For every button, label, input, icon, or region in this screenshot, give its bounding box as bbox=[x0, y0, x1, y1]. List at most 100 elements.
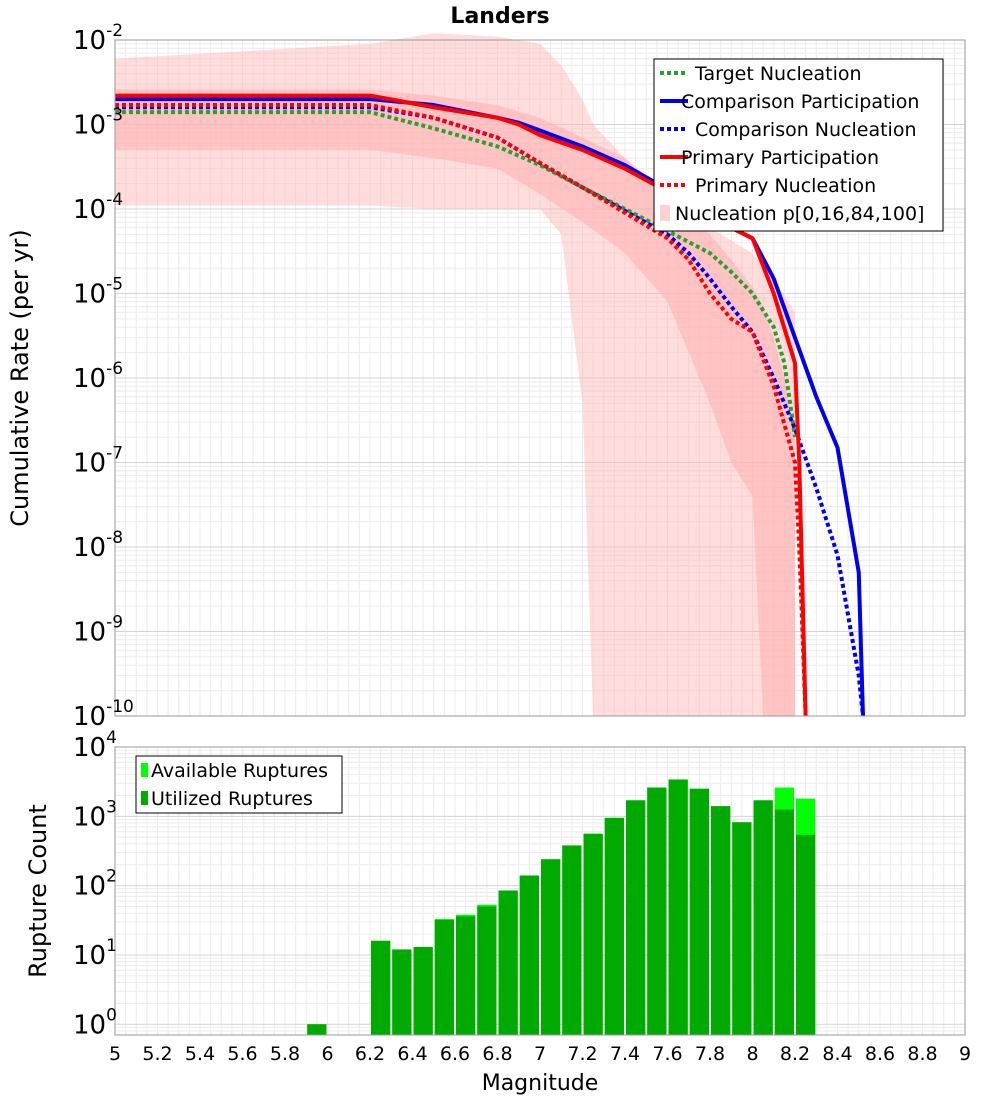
top-y-tick-exponent: -10 bbox=[106, 697, 134, 717]
utilized-bar bbox=[583, 833, 603, 1035]
utilized-bar bbox=[689, 788, 709, 1035]
top-y-tick-labels: 10-210-310-410-510-610-710-810-910-10 bbox=[73, 21, 134, 732]
top-y-tick-exponent: -5 bbox=[106, 275, 123, 295]
bottom-y-tick-label: 100 bbox=[73, 1005, 117, 1040]
top-legend: Target Nucleation Comparison Participatio… bbox=[653, 58, 944, 232]
bottom-legend-swatch-0 bbox=[141, 763, 148, 777]
top-plot-frame bbox=[114, 39, 966, 717]
nucleation-band-inner bbox=[115, 89, 795, 716]
x-tick-label: 5.8 bbox=[270, 1043, 300, 1065]
bottom-legend-swatch-1 bbox=[141, 791, 148, 805]
bottom-y-tick-label: 101 bbox=[73, 936, 117, 971]
x-tick-label: 6 bbox=[321, 1043, 333, 1065]
bottom-y-tick-exponent: 0 bbox=[106, 1005, 117, 1025]
x-tick-label: 9 bbox=[959, 1043, 971, 1065]
bottom-y-tick-exponent: 1 bbox=[106, 936, 117, 956]
bottom-legend-box bbox=[135, 755, 343, 814]
legend-band-label: Nucleation p[0,16,84,100] bbox=[675, 203, 924, 225]
series-line-0 bbox=[115, 110, 797, 438]
top-y-axis-label: Cumulative Rate (per yr) bbox=[6, 229, 34, 527]
legend-band-swatch bbox=[660, 205, 670, 221]
x-tick-label: 5.6 bbox=[227, 1043, 257, 1065]
utilized-bar bbox=[413, 947, 433, 1035]
bottom-y-tick-exponent: 2 bbox=[106, 867, 117, 887]
bottom-legend-label-1: Utilized Ruptures bbox=[151, 788, 313, 810]
rate-series-lines bbox=[115, 93, 865, 717]
x-tick-label: 6.8 bbox=[482, 1043, 512, 1065]
utilized-bar bbox=[392, 949, 412, 1035]
top-legend-box bbox=[653, 58, 944, 232]
x-tick-label: 8.4 bbox=[822, 1043, 852, 1065]
series-line-2 bbox=[115, 105, 865, 717]
series-line-4 bbox=[115, 103, 808, 717]
bottom-y-tick-exponent: 3 bbox=[106, 797, 117, 817]
x-tick-label: 7.4 bbox=[610, 1043, 640, 1065]
utilized-bar bbox=[774, 809, 794, 1035]
bottom-legend: Available Ruptures Utilized Ruptures bbox=[135, 755, 343, 814]
x-tick-label: 6.4 bbox=[397, 1043, 427, 1065]
rupture-bars bbox=[307, 779, 816, 1035]
legend-label-4: Primary Nucleation bbox=[695, 175, 876, 197]
x-tick-label: 8 bbox=[746, 1043, 758, 1065]
utilized-bar bbox=[647, 787, 667, 1035]
top-y-tick-exponent: -3 bbox=[106, 106, 123, 126]
x-tick-label: 8.8 bbox=[907, 1043, 937, 1065]
utilized-bar bbox=[753, 800, 773, 1035]
bottom-plot-frame bbox=[114, 746, 966, 1036]
utilized-bar bbox=[711, 806, 731, 1035]
top-y-tick-exponent: -6 bbox=[106, 359, 123, 379]
utilized-bar bbox=[307, 1024, 327, 1035]
nucleation-bands bbox=[115, 33, 795, 716]
utilized-bar bbox=[562, 845, 582, 1035]
top-y-tick-label: 10-4 bbox=[73, 190, 123, 225]
utilized-bar bbox=[477, 906, 497, 1035]
top-y-tick-exponent: -9 bbox=[106, 613, 123, 633]
x-tick-label: 6.2 bbox=[355, 1043, 385, 1065]
top-y-tick-exponent: -4 bbox=[106, 190, 123, 210]
bottom-y-tick-exponent: 4 bbox=[106, 728, 117, 748]
top-y-tick-exponent: -2 bbox=[106, 21, 123, 41]
bottom-y-tick-label: 104 bbox=[73, 728, 117, 763]
legend-label-0: Target Nucleation bbox=[694, 63, 862, 85]
top-y-tick-label: 10-10 bbox=[73, 697, 134, 732]
top-y-tick-label: 10-7 bbox=[73, 444, 123, 479]
utilized-bar bbox=[604, 817, 624, 1035]
x-tick-label: 5.4 bbox=[185, 1043, 215, 1065]
utilized-bar bbox=[732, 822, 752, 1035]
top-y-tick-exponent: -8 bbox=[106, 528, 123, 548]
utilized-bar bbox=[498, 890, 518, 1035]
cumulative-rate-plot: 10-210-310-410-510-610-710-810-910-10 Cu… bbox=[6, 21, 966, 732]
bottom-legend-label-0: Available Ruptures bbox=[151, 760, 328, 782]
legend-label-1: Comparison Participation bbox=[681, 91, 919, 113]
bottom-y-axis-label: Rupture Count bbox=[24, 804, 52, 978]
x-tick-label: 7 bbox=[534, 1043, 546, 1065]
x-tick-label: 6.6 bbox=[440, 1043, 470, 1065]
x-tick-label: 5 bbox=[109, 1043, 121, 1065]
x-tick-labels: 5 5.2 5.4 5.6 5.8 6 6.2 6.4 6.6 6.8 7 7.2 7.4 7.6 7.8 8… bbox=[109, 1043, 971, 1065]
legend-label-3: Primary Participation bbox=[681, 147, 879, 169]
utilized-bar bbox=[371, 940, 391, 1035]
utilized-bar bbox=[434, 919, 454, 1035]
x-tick-label: 7.2 bbox=[567, 1043, 597, 1065]
chart-title: Landers bbox=[450, 4, 549, 29]
utilized-bar bbox=[519, 875, 539, 1035]
top-y-tick-exponent: -7 bbox=[106, 444, 123, 464]
x-tick-label: 5.2 bbox=[142, 1043, 172, 1065]
bottom-y-tick-label: 103 bbox=[73, 797, 117, 832]
utilized-bar bbox=[668, 779, 688, 1035]
x-tick-label: 7.8 bbox=[695, 1043, 725, 1065]
legend-label-2: Comparison Nucleation bbox=[695, 119, 917, 141]
x-tick-label: 7.6 bbox=[652, 1043, 682, 1065]
utilized-bar bbox=[541, 859, 561, 1035]
utilized-bar bbox=[796, 834, 816, 1035]
x-tick-label: 8.6 bbox=[865, 1043, 895, 1065]
x-axis-label: Magnitude bbox=[482, 1071, 599, 1096]
utilized-bar bbox=[626, 800, 646, 1035]
x-tick-label: 8.2 bbox=[780, 1043, 810, 1065]
utilized-bar bbox=[456, 916, 476, 1035]
bottom-y-tick-label: 102 bbox=[73, 867, 117, 902]
series-line-3 bbox=[115, 93, 808, 717]
